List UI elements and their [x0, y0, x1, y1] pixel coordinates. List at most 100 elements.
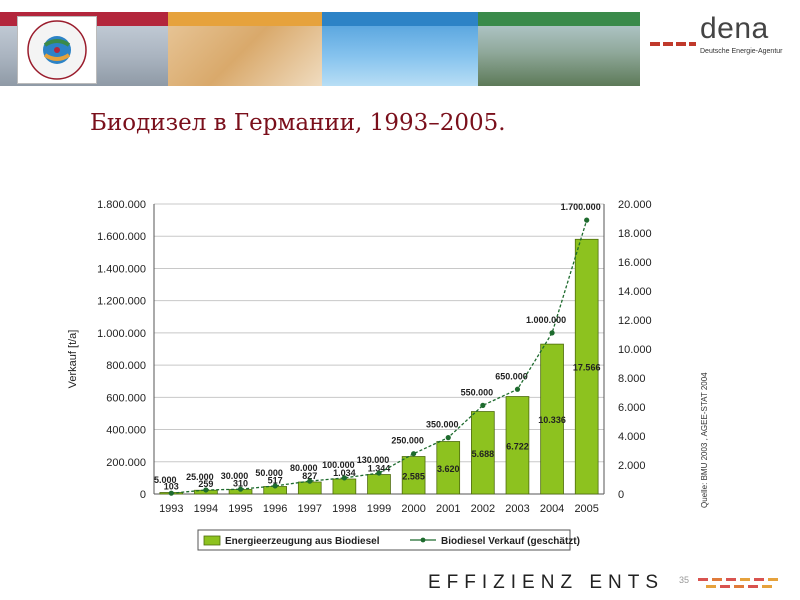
- bar-value-label: 827: [302, 471, 317, 481]
- legend-box: [197, 529, 571, 551]
- line-point-2005: [584, 217, 590, 223]
- line-value-label: 80.000: [290, 463, 318, 473]
- line-value-label: 5.000: [154, 475, 177, 485]
- right-tick-label: 16.000: [618, 257, 652, 269]
- x-tick-label: 1995: [228, 503, 252, 515]
- bar-value-label: 517: [268, 476, 283, 486]
- bar-value-label: 3.620: [437, 464, 460, 474]
- line-value-label: 1.000.000: [526, 315, 566, 325]
- right-tick-label: 8.000: [618, 373, 646, 385]
- bar-value-label: 259: [198, 479, 213, 489]
- line-value-label: 550.000: [461, 387, 494, 397]
- line-value-label: 30.000: [221, 471, 249, 481]
- line-value-label: 250.000: [391, 436, 424, 446]
- bar-value-label: 2.585: [402, 471, 425, 481]
- right-tick-label: 14.000: [618, 286, 652, 298]
- right-tick-label: 18.000: [618, 228, 652, 240]
- x-tick-label: 1993: [159, 503, 183, 515]
- x-tick-label: 2004: [540, 503, 564, 515]
- line-point-1999: [376, 470, 382, 476]
- bar-value-label: 1.344: [368, 464, 391, 474]
- line-value-label: 50.000: [255, 468, 283, 478]
- dena-logo: dena Deutsche Energie-Agentur: [640, 8, 790, 82]
- line-value-label: 130.000: [357, 455, 390, 465]
- line-point-2003: [514, 386, 521, 392]
- legend-bar-swatch: [203, 535, 221, 546]
- right-tick-label: 10.000: [618, 344, 652, 356]
- bar-2002: [471, 411, 495, 495]
- bar-2000: [401, 456, 426, 495]
- left-tick-label: 1.200.000: [97, 296, 146, 308]
- left-tick-label: 400.000: [106, 425, 146, 437]
- bar-2003: [505, 396, 530, 495]
- legend-line-marker: [420, 537, 426, 543]
- bar-2005: [574, 238, 599, 495]
- right-tick-label: 2.000: [618, 460, 646, 472]
- left-axis-title: Verkauf [t/a]: [67, 330, 79, 389]
- line-point-1995: [237, 486, 244, 492]
- x-tick-label: 1998: [332, 503, 356, 515]
- left-tick-label: 1.800.000: [97, 199, 146, 211]
- source-note: Quelle: BMU 2003 , AGEE-STAT 2004: [700, 372, 709, 508]
- line-point-2004: [549, 330, 555, 336]
- bar-value-label: 6.722: [506, 441, 529, 451]
- left-tick-label: 1.000.000: [97, 328, 146, 340]
- left-tick-label: 200.000: [106, 457, 146, 469]
- bar-value-label: 1.034: [333, 468, 356, 478]
- line-point-1997: [307, 478, 313, 484]
- line-value-label: 25.000: [186, 472, 214, 482]
- bar-1999: [367, 474, 391, 495]
- bar-value-label: 17.566: [573, 363, 601, 373]
- x-tick-label: 2002: [471, 503, 495, 515]
- line-point-1998: [341, 475, 347, 481]
- x-tick-label: 2000: [401, 503, 425, 515]
- footer-text: EFFIZIENZ ENTS: [428, 572, 664, 593]
- right-tick-label: 12.000: [618, 315, 652, 327]
- x-tick-label: 2005: [574, 503, 598, 515]
- line-point-2001: [445, 435, 451, 441]
- header-banner: dena Deutsche Energie-Agentur: [0, 0, 800, 86]
- dena-stripe-icon: [650, 42, 696, 46]
- left-tick-label: 1.600.000: [97, 231, 146, 243]
- left-tick-label: 800.000: [106, 360, 146, 372]
- left-tick-label: 1.400.000: [97, 263, 146, 275]
- line-point-1994: [203, 487, 209, 493]
- biodiesel-chart: 0 200.000 400.000 600.000 800.000 1.000.000 1.…: [67, 199, 652, 551]
- line-value-label: 100.000: [322, 460, 355, 470]
- left-tick-label: 600.000: [106, 392, 146, 404]
- left-tick-label: 0: [140, 489, 146, 501]
- line-value-label: 650.000: [495, 371, 528, 381]
- x-tick-label: 1996: [263, 503, 287, 515]
- right-tick-label: 0: [618, 489, 624, 501]
- line-point-1993: [168, 490, 174, 496]
- bar-1998: [332, 478, 357, 495]
- x-tick-label: 2001: [436, 503, 460, 515]
- renewables-logo-image: [27, 20, 87, 80]
- dena-subtitle: Deutsche Energie-Agentur: [700, 48, 783, 55]
- bar-1997: [297, 481, 322, 495]
- renewables-logo: [17, 16, 97, 84]
- x-tick-label: 2003: [505, 503, 529, 515]
- x-tick-label: 1997: [298, 503, 322, 515]
- bar-value-label: 310: [233, 479, 248, 489]
- right-tick-label: 6.000: [618, 402, 646, 414]
- bar-2004: [540, 343, 564, 495]
- bar-value-label: 103: [164, 482, 179, 492]
- legend-line-label: Biodiesel Verkauf (geschätzt): [441, 536, 580, 547]
- bar-value-label: 5.688: [472, 449, 495, 459]
- line-value-label: 1.700.000: [561, 202, 601, 212]
- line-point-2000: [411, 451, 417, 457]
- line-point-2002: [480, 402, 486, 408]
- slide-title: Биодизел в Германии, 1993–2005.: [90, 110, 506, 136]
- right-tick-label: 4.000: [618, 431, 646, 443]
- dena-wordmark: dena: [700, 12, 769, 45]
- x-tick-label: 1999: [367, 503, 391, 515]
- footer-dashes-icon: [698, 578, 778, 588]
- legend-bar-label: Energieerzeugung aus Biodiesel: [225, 536, 380, 547]
- bar-2001: [436, 441, 461, 495]
- right-tick-label: 20.000: [618, 199, 652, 211]
- bar-value-label: 10.336: [538, 415, 566, 425]
- x-tick-label: 1994: [194, 503, 218, 515]
- line-point-1996: [272, 483, 278, 489]
- line-value-label: 350.000: [426, 420, 459, 430]
